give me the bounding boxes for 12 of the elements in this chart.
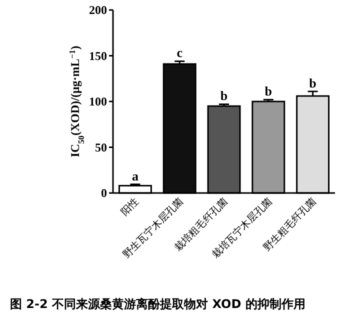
text: 图 2-2 不同来源桑黄游离酚提取物对 XOD 的抑制作用 (10, 297, 306, 311)
annotation: b (220, 88, 228, 104)
y-tick-label: 0 (101, 186, 107, 200)
annotation: b (264, 84, 272, 99)
annotation: c (176, 45, 183, 60)
annotation: b (309, 75, 316, 90)
y-tick-label: 200 (89, 3, 107, 17)
y-tick-label: 150 (89, 48, 107, 63)
y-tick-label: 100 (89, 94, 107, 108)
annotation: a (132, 168, 139, 184)
y-tick-label: 50 (95, 140, 107, 154)
x-tick-label: 阳性 (118, 196, 142, 218)
